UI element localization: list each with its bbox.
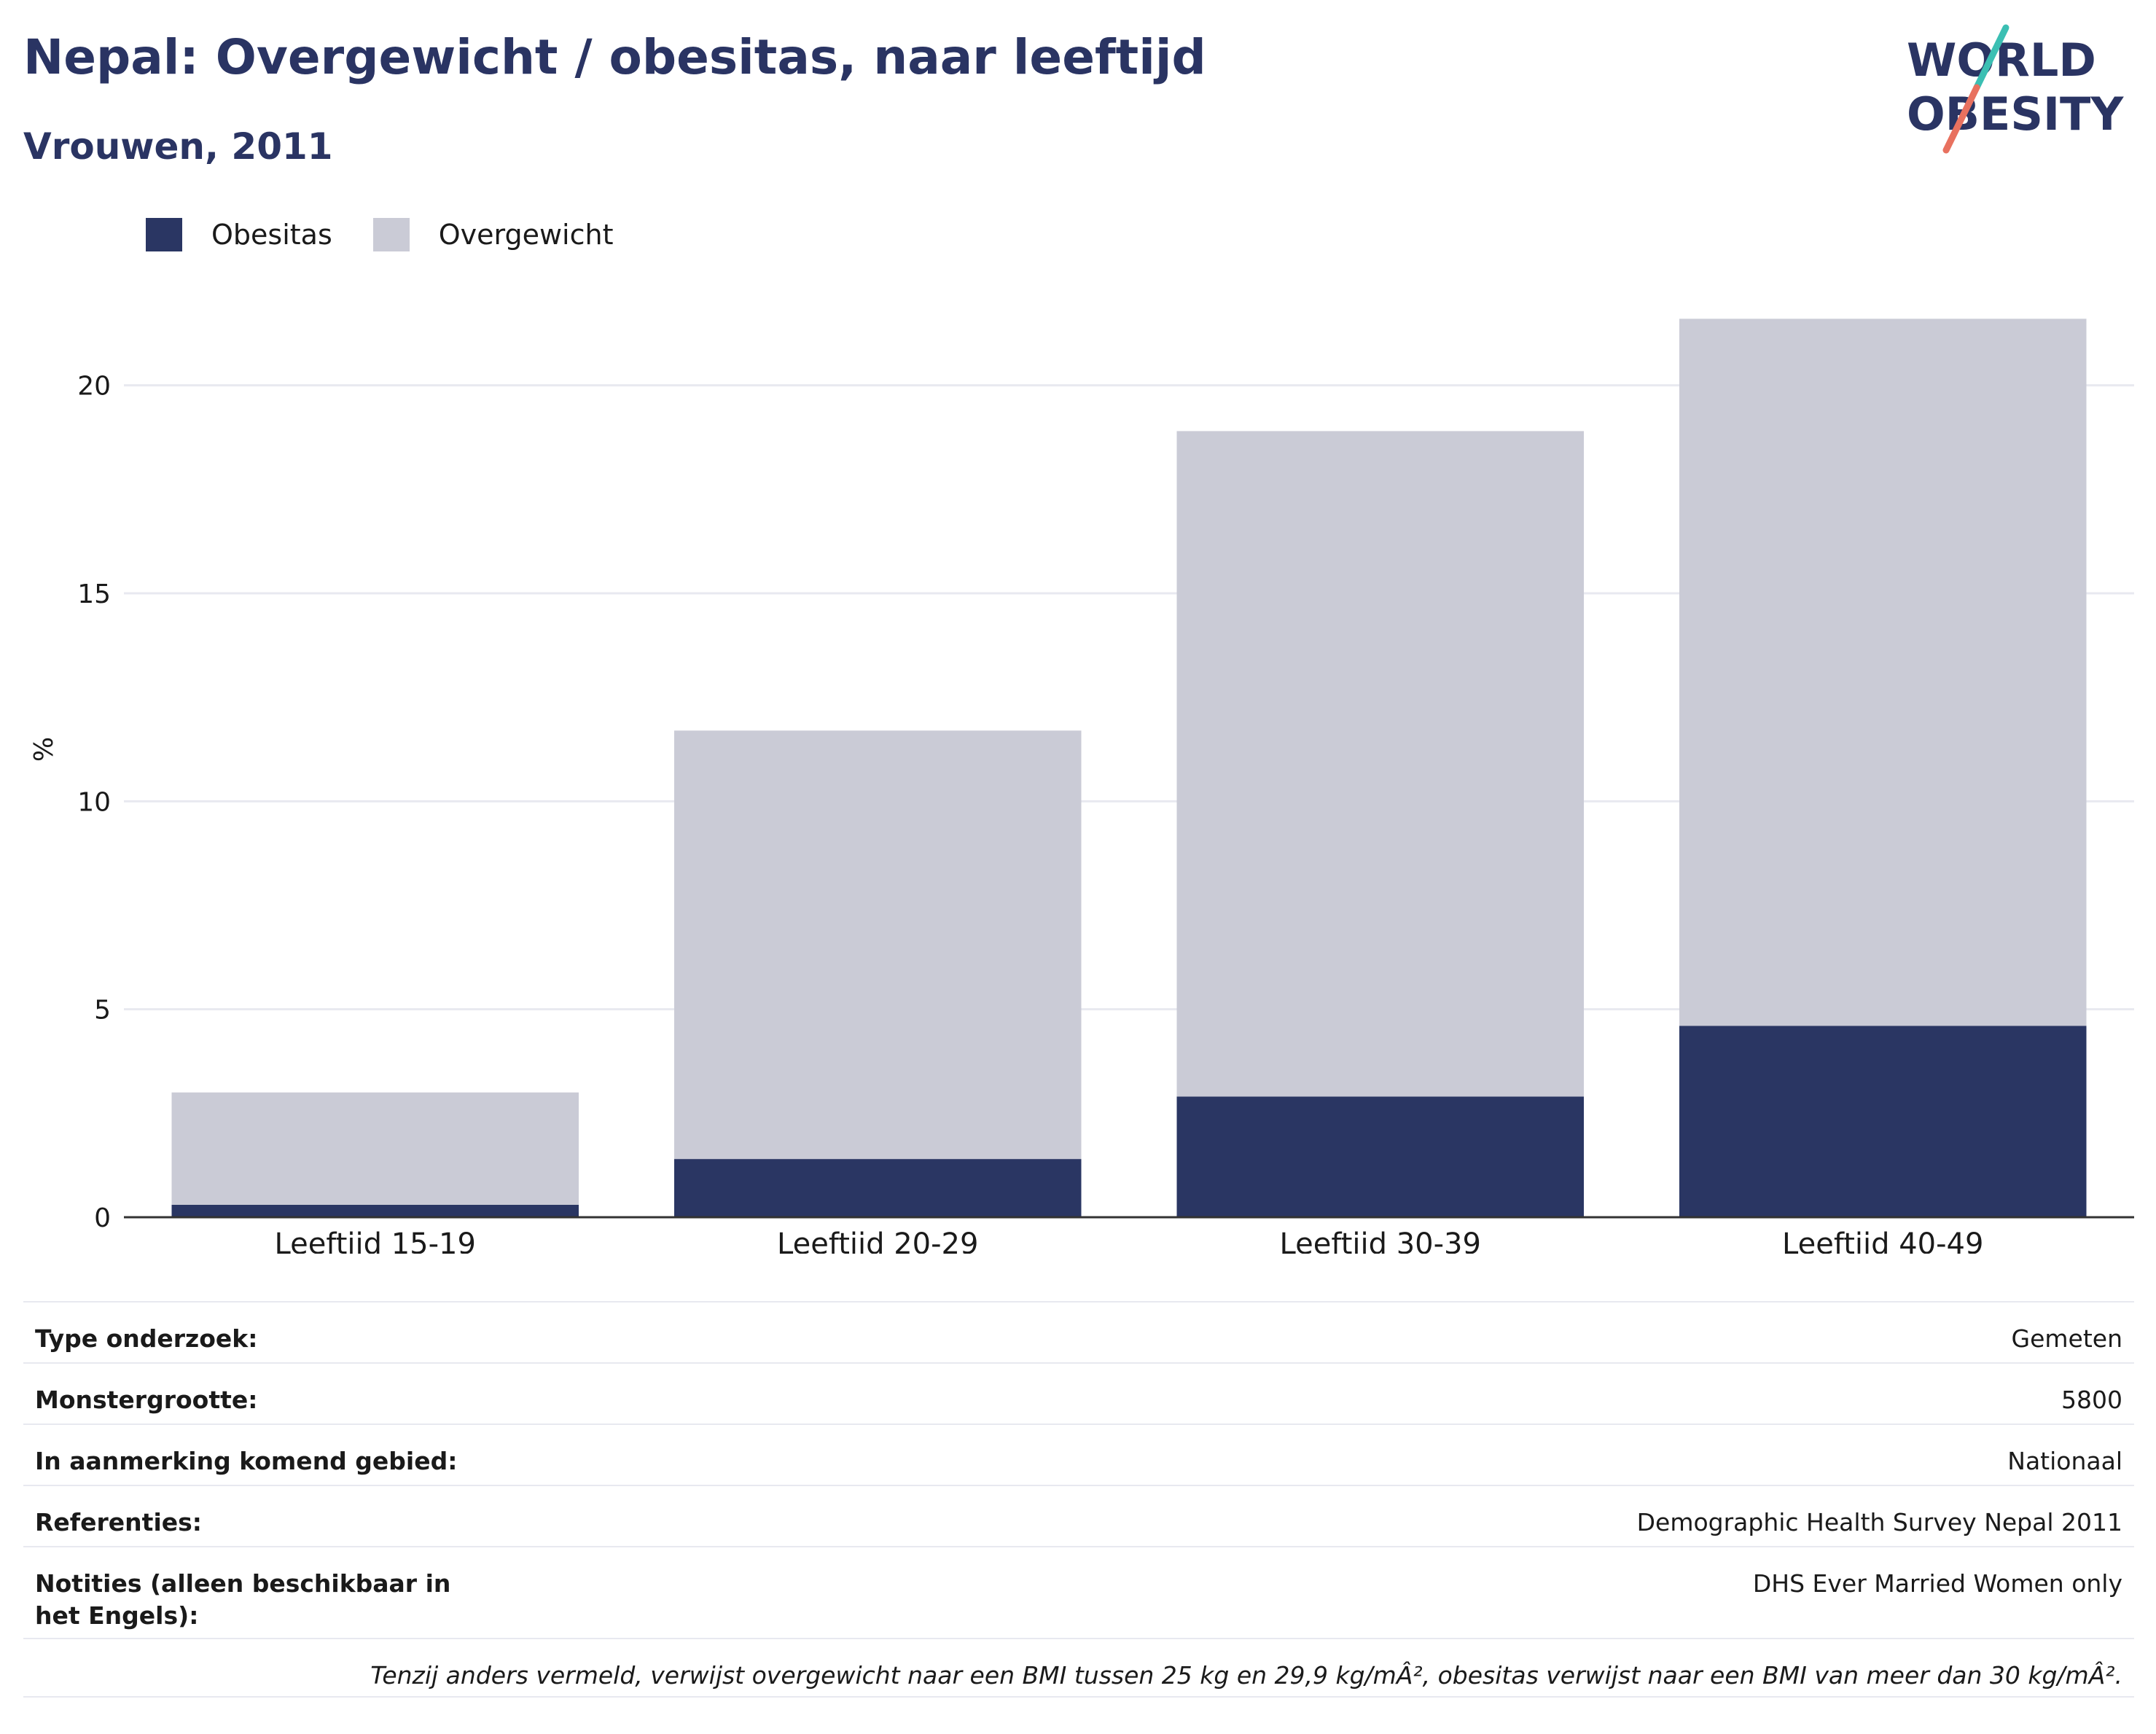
x-tick-label: Leeftijd 20-29 [777,1227,978,1254]
logo-slash-teal [1973,24,2009,91]
bar-chart: 0 5 10 15 20% Leeftijd 15-19 Leeftijd 20-29 Lee… [29,319,2134,1254]
info-row-sample: Monstergrootte: 5800 [23,1362,2134,1423]
info-row-references: Referenties: Demographic Health Survey N… [23,1485,2134,1546]
legend-item-overgewicht[interactable]: Overgewicht [372,218,614,251]
x-tick-label: Leeftijd 40-49 [1782,1227,1983,1254]
x-tick-label: Leeftijd 30-39 [1280,1227,1481,1254]
bar-overgewicht-1 [171,1092,579,1205]
bar-obesitas-4 [1679,1026,2087,1217]
y-tick-label: 20 [77,372,111,402]
info-label-sample: Monstergrootte: [35,1386,258,1414]
y-tick-label: 0 [94,1203,111,1233]
y-tick-label: 5 [94,996,111,1026]
bar-overgewicht-4 [1679,319,2087,1026]
footnote: Tenzij anders vermeld, verwijst overgewi… [23,1638,2134,1698]
info-value-sample: 5800 [2061,1386,2122,1414]
chart-legend: Obesitas Overgewicht [146,216,655,254]
legend-swatch-obesitas [146,218,182,251]
legend-item-obesitas[interactable]: Obesitas [146,218,332,251]
bar-overgewicht-3 [1176,431,1584,1097]
info-row-type: Type onderzoek: Gemeten [23,1301,2134,1362]
bar-overgewicht-2 [674,730,1082,1160]
y-tick-label: 10 [77,787,111,817]
info-row-area: In aanmerking komend gebied: Nationaal [23,1423,2134,1485]
logo-slash-coral [1942,84,1980,154]
page-title: Nepal: Overgewicht / obesitas, naar leef… [23,29,1206,85]
info-label-notes: Notities (alleen beschikbaar in het Enge… [35,1569,451,1630]
legend-label-overgewicht: Overgewicht [438,219,614,251]
y-axis-label: % [29,737,59,762]
info-table: Type onderzoek: Gemeten Monstergrootte: … [23,1301,2134,1698]
bar-obesitas-3 [1176,1096,1584,1217]
info-value-notes: DHS Ever Married Women only [1752,1569,2122,1598]
info-label-type: Type onderzoek: [35,1324,258,1353]
page-subtitle: Vrouwen, 2011 [23,125,333,168]
info-value-references: Demographic Health Survey Nepal 2011 [1636,1508,2122,1536]
info-row-notes: Notities (alleen beschikbaar in het Enge… [23,1546,2134,1638]
info-label-area: In aanmerking komend gebied: [35,1447,458,1475]
legend-swatch-overgewicht [372,218,410,251]
info-value-area: Nationaal [2007,1447,2122,1475]
info-label-references: Referenties: [35,1508,202,1536]
world-obesity-logo: WORLD OBESITY [1907,24,2124,154]
bar-obesitas-2 [674,1159,1082,1217]
bar-obesitas-1 [171,1204,579,1217]
x-tick-label: Leeftijd 15-19 [275,1227,476,1254]
y-tick-label: 15 [77,579,111,609]
logo-line2: OBESITY [1907,87,2124,141]
legend-label-obesitas: Obesitas [211,219,332,251]
info-value-type: Gemeten [2011,1324,2122,1353]
